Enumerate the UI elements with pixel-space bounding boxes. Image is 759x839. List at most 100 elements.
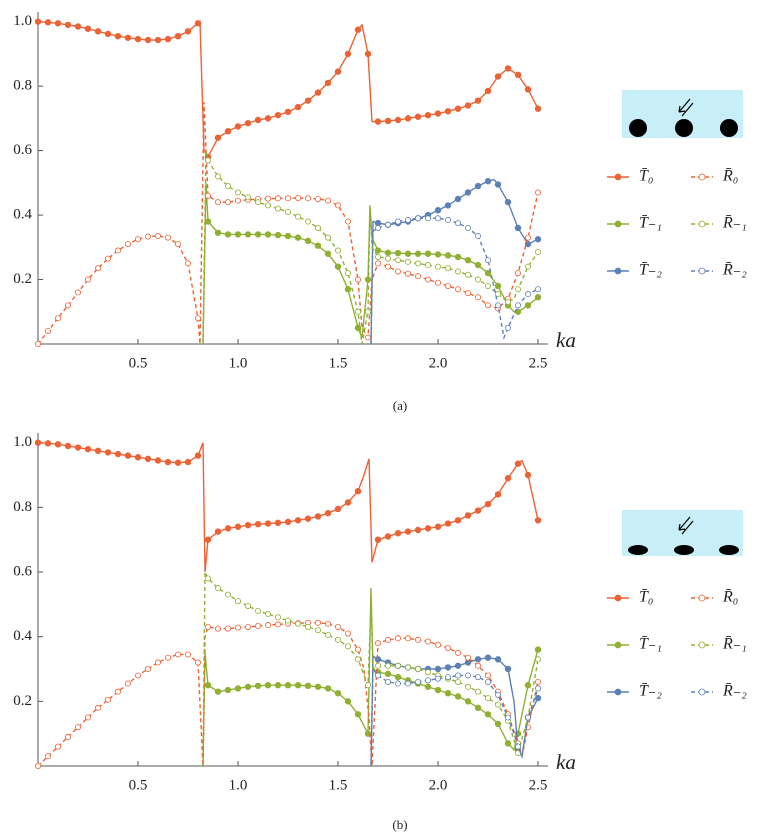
data-point	[474, 656, 482, 663]
data-point	[214, 688, 222, 695]
data-point	[324, 632, 331, 639]
data-point	[484, 178, 492, 185]
data-point	[75, 724, 82, 731]
data-point	[204, 681, 212, 689]
data-point	[274, 205, 281, 212]
data-point	[504, 299, 511, 306]
data-point	[284, 681, 292, 689]
y-tick-label: 1.0	[13, 13, 32, 29]
data-point	[404, 216, 411, 223]
data-point	[45, 753, 52, 760]
data-point	[144, 233, 151, 240]
data-point	[464, 189, 472, 196]
data-point	[224, 183, 231, 190]
data-point	[244, 623, 251, 630]
data-point	[234, 598, 241, 605]
data-point	[254, 607, 261, 614]
x-tick-label: 1.0	[229, 355, 248, 371]
data-point	[244, 521, 252, 529]
data-point	[314, 513, 322, 520]
legend-swatch-marker	[614, 173, 622, 181]
data-point	[434, 279, 441, 286]
data-point	[164, 458, 172, 466]
legend-swatch-marker	[698, 267, 706, 275]
data-point	[474, 662, 481, 669]
data-point	[374, 253, 381, 260]
data-point	[374, 662, 381, 669]
data-point	[244, 683, 252, 690]
data-point	[384, 533, 392, 540]
data-point	[504, 324, 511, 331]
data-point	[384, 117, 392, 125]
data-point	[224, 128, 232, 135]
data-point	[304, 218, 311, 225]
data-point	[254, 520, 262, 528]
legend-swatch-marker	[698, 173, 706, 181]
data-point	[204, 575, 211, 582]
scatterer	[675, 119, 693, 137]
data-point	[344, 698, 352, 705]
data-point	[45, 328, 52, 335]
data-point	[404, 115, 412, 122]
inset-b	[622, 510, 743, 556]
data-point	[534, 236, 542, 243]
data-point	[274, 111, 282, 119]
data-point	[44, 19, 52, 26]
data-point	[314, 89, 322, 96]
data-point	[394, 635, 401, 642]
data-point	[334, 690, 342, 697]
data-point	[154, 457, 162, 464]
data-point	[464, 654, 471, 661]
data-point	[394, 662, 401, 669]
data-point	[234, 685, 242, 692]
data-point	[494, 302, 501, 309]
legend-label: T̄₋₂	[639, 262, 662, 279]
scatterer	[628, 545, 648, 555]
data-point	[464, 672, 471, 679]
data-point	[464, 698, 472, 705]
data-point	[414, 250, 422, 257]
data-point	[484, 269, 492, 277]
data-point	[284, 518, 292, 526]
data-point	[35, 763, 42, 770]
data-point	[464, 256, 472, 264]
data-point	[244, 231, 252, 238]
series-line	[370, 667, 539, 767]
data-point	[74, 23, 82, 30]
data-point	[354, 646, 361, 653]
data-point	[224, 625, 231, 632]
data-point	[454, 649, 461, 656]
data-point	[324, 79, 332, 87]
data-point	[334, 636, 341, 643]
data-point	[324, 234, 331, 241]
data-point	[534, 294, 542, 301]
x-axis-title: ka	[556, 328, 576, 352]
data-point	[174, 459, 182, 466]
data-point	[454, 693, 462, 700]
data-point	[424, 111, 432, 119]
data-point	[64, 442, 72, 450]
data-point	[184, 651, 191, 658]
data-point	[404, 680, 411, 687]
data-point	[254, 623, 261, 630]
data-point	[384, 636, 391, 643]
legend-label: T̄₋₁	[639, 636, 662, 653]
data-point	[454, 220, 461, 227]
data-point	[124, 452, 132, 459]
data-point	[534, 694, 542, 702]
data-point	[434, 110, 442, 117]
data-point	[354, 308, 361, 315]
data-point	[324, 250, 332, 257]
legend-label: R̄₋₁	[722, 215, 747, 232]
data-point	[314, 195, 321, 202]
data-point	[494, 491, 502, 498]
legend-label: T̄₀	[639, 168, 653, 185]
scatterer	[674, 545, 694, 555]
data-point	[125, 241, 132, 248]
data-point	[35, 340, 42, 347]
data-point	[314, 242, 322, 249]
data-point	[414, 526, 422, 534]
data-point	[224, 591, 231, 598]
data-point	[204, 218, 212, 225]
data-point	[444, 216, 451, 223]
